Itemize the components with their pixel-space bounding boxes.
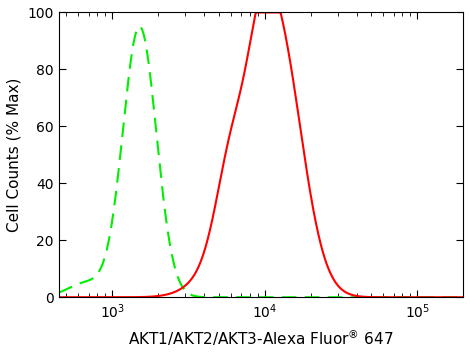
Y-axis label: Cell Counts (% Max): Cell Counts (% Max) <box>7 78 22 232</box>
X-axis label: AKT1/AKT2/AKT3-Alexa Fluor$^{\circledR}$ 647: AKT1/AKT2/AKT3-Alexa Fluor$^{\circledR}$… <box>128 328 394 348</box>
